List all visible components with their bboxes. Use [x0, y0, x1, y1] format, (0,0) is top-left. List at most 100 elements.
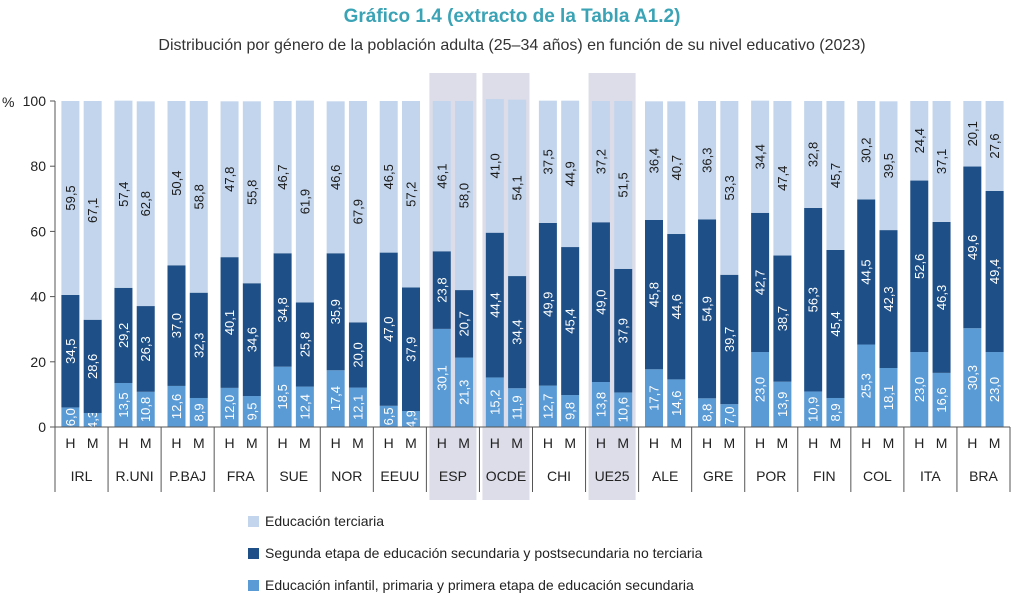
bar-segment	[379, 405, 398, 427]
bar-segment	[485, 377, 504, 427]
bar-segment	[985, 190, 1004, 353]
data-label: 46,1	[434, 163, 449, 188]
bar-segment	[295, 386, 314, 427]
group-label: OCDE	[486, 468, 526, 484]
data-label: 51,5	[616, 172, 631, 197]
bar-segment	[114, 382, 133, 427]
bar-segment	[61, 407, 80, 427]
bar-segment	[826, 101, 845, 250]
bar-segment	[114, 100, 133, 288]
bar-segment	[826, 249, 845, 398]
bar-segment	[348, 322, 367, 388]
sex-label: M	[246, 435, 258, 451]
bar-segment	[857, 101, 876, 200]
bar-segment	[614, 101, 633, 269]
bar-segment	[242, 283, 261, 397]
data-label: 18,5	[275, 384, 290, 409]
sex-label: M	[777, 435, 789, 451]
data-label: 62,8	[138, 191, 153, 216]
data-label: 34,4	[753, 144, 768, 169]
data-label: 25,8	[297, 332, 312, 357]
data-label: 42,7	[753, 270, 768, 295]
bar-segment	[379, 252, 398, 406]
group-label: ITA	[920, 468, 941, 484]
data-label: 12,0	[222, 395, 237, 420]
legend-item: Educación terciaria	[248, 505, 702, 537]
data-label: 12,7	[540, 394, 555, 419]
bar-segment	[879, 367, 898, 427]
data-label: 40,1	[222, 310, 237, 335]
data-label: 29,2	[116, 323, 131, 348]
bar-segment	[751, 100, 770, 213]
legend-swatch	[248, 579, 259, 591]
sex-label: M	[87, 435, 99, 451]
bar-segment	[773, 101, 792, 256]
data-label: 27,6	[987, 133, 1002, 158]
group-label: ALE	[652, 468, 678, 484]
bar-segment	[167, 101, 186, 266]
y-tick-label: 100	[23, 93, 47, 109]
data-label: 34,5	[63, 339, 78, 364]
data-label: 49,9	[540, 292, 555, 317]
legend-label: Educación terciaria	[265, 513, 385, 529]
data-label: 11,9	[510, 395, 525, 419]
data-label: 23,0	[987, 377, 1002, 402]
bar-segment	[932, 372, 951, 427]
data-label: 37,9	[404, 337, 419, 362]
sex-label: H	[702, 435, 712, 451]
bar-segment	[242, 396, 261, 427]
bar-segment	[136, 101, 155, 307]
bar-segment	[61, 101, 80, 295]
data-label: 37,9	[616, 318, 631, 343]
data-label: 20,1	[965, 121, 980, 146]
bar-segment	[402, 411, 421, 427]
data-label: 37,2	[593, 149, 608, 174]
data-label: 45,8	[646, 282, 661, 307]
data-label: 41,0	[487, 153, 502, 178]
legend-label: Educación infantil, primaria y primera e…	[265, 577, 694, 593]
bar-segment	[698, 219, 717, 399]
sex-label: H	[437, 435, 447, 451]
data-label: 12,4	[297, 394, 312, 419]
bar-segment	[985, 101, 1004, 191]
sex-label: M	[830, 435, 842, 451]
bar-segment	[985, 352, 1004, 427]
y-tick-label: 20	[30, 354, 46, 370]
bar-segment	[508, 276, 527, 389]
sex-label: M	[299, 435, 311, 451]
sex-label: M	[670, 435, 682, 451]
sex-label: M	[883, 435, 895, 451]
bar-segment	[857, 199, 876, 345]
bar-segment	[136, 306, 155, 392]
sex-label: M	[405, 435, 417, 451]
data-label: 39,5	[881, 153, 896, 178]
bar-segment	[910, 180, 929, 353]
bar-segment	[614, 392, 633, 427]
bar-segment	[591, 222, 610, 383]
data-label: 37,0	[169, 313, 184, 338]
data-label: 58,8	[191, 184, 206, 209]
data-label: 46,5	[381, 164, 396, 189]
data-label: 40,7	[669, 155, 684, 180]
bar-segment	[220, 387, 239, 427]
data-label: 9,5	[244, 402, 259, 420]
data-label: 44,9	[563, 161, 578, 186]
group-label: EEUU	[380, 468, 419, 484]
bar-segment	[273, 101, 292, 254]
data-label: 46,7	[275, 164, 290, 189]
data-label: 49,0	[593, 289, 608, 314]
legend-swatch	[248, 515, 259, 527]
bar-segment	[910, 352, 929, 427]
sex-label: H	[967, 435, 977, 451]
bar-segment	[485, 232, 504, 378]
bar-segment	[826, 397, 845, 427]
sex-label: M	[140, 435, 152, 451]
group-label: IRL	[71, 468, 93, 484]
data-label: 57,2	[404, 182, 419, 207]
group-label: CHI	[547, 468, 571, 484]
bar-segment	[432, 101, 451, 252]
sex-label: M	[989, 435, 1001, 451]
data-label: 10,9	[806, 397, 821, 422]
data-label: 13,5	[116, 392, 131, 417]
group-label: P.BAJ	[169, 468, 206, 484]
